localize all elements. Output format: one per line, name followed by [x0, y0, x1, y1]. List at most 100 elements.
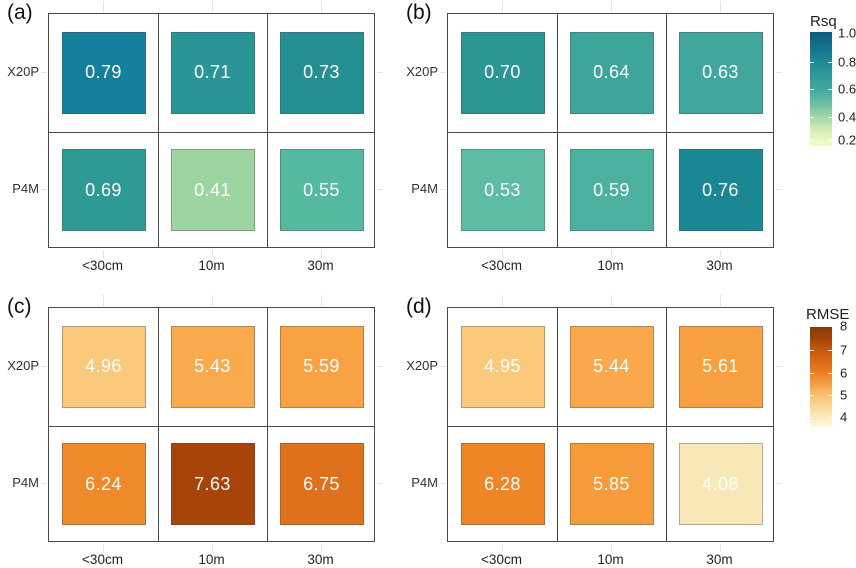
colorbar-tickmark: [810, 417, 814, 418]
axis-tick-top: [719, 295, 721, 306]
heatmap-cell: 5.43: [170, 325, 255, 408]
axis-tick-left: [41, 365, 47, 367]
colorbar-tickmark: [828, 61, 832, 63]
panel-c: 4.96 5.43 5.59 6.24 7.63 6.75: [48, 307, 375, 542]
panel-b: 0.70 0.64 0.63 0.53 0.59 0.76: [447, 13, 774, 248]
axis-tick-bottom: [102, 250, 104, 258]
heatmap-cell-value: 4.08: [702, 473, 739, 494]
row-label-x20p: X20P: [406, 357, 438, 373]
axis-tick-bottom: [501, 250, 503, 258]
heatmap-cell: 5.85: [569, 443, 654, 526]
axis-tick-bottom: [211, 544, 213, 552]
axis-tick-bottom: [211, 250, 213, 258]
heatmap-cell: 0.71: [170, 31, 255, 114]
colorbar-tickmark: [828, 140, 832, 141]
row-label-x20p: X20P: [7, 63, 39, 79]
colorbar-tickmark: [810, 61, 814, 63]
row-label-p4m: P4M: [12, 475, 39, 491]
row-label-p4m: P4M: [411, 181, 438, 197]
col-label-1: <30cm: [481, 258, 522, 273]
axis-tick-left: [440, 483, 446, 485]
legend-rsq-title: Rsq: [810, 13, 837, 30]
heatmap-cell: 4.96: [61, 325, 146, 408]
heatmap-cell-value: 0.76: [702, 179, 739, 200]
heatmap-cell-value: 5.85: [593, 473, 630, 494]
panel-letter-b: (b): [406, 1, 432, 24]
axis-tick-right: [377, 189, 383, 191]
panel-grid-line: [448, 426, 773, 427]
panel-grid-line: [557, 14, 558, 247]
heatmap-cell: 0.53: [460, 149, 545, 232]
legend-tick-label: 0.8: [838, 54, 856, 69]
heatmap-cell-value: 0.71: [194, 62, 231, 83]
panel-grid-line: [158, 308, 159, 541]
heatmap-cell-value: 4.96: [85, 356, 122, 377]
col-label-3: 30m: [307, 258, 334, 273]
heatmap-cell-value: 0.41: [194, 179, 231, 200]
rsq-colorbar: [810, 32, 832, 146]
panel-a: 0.79 0.71 0.73 0.69 0.41 0.55: [48, 13, 375, 248]
axis-tick-left: [41, 189, 47, 191]
row-label-p4m: P4M: [12, 181, 39, 197]
row-label-x20p: X20P: [7, 357, 39, 373]
heatmap-cell-value: 0.63: [702, 62, 739, 83]
heatmap-cell: 4.08: [678, 443, 763, 526]
heatmap-cell-value: 4.95: [484, 356, 521, 377]
heatmap-cell: 0.59: [569, 149, 654, 232]
axis-tick-right: [377, 483, 383, 485]
col-label-1: <30cm: [82, 258, 123, 273]
colorbar-tickmark: [810, 140, 814, 141]
heatmap-cell-value: 5.61: [702, 356, 739, 377]
axis-tick-bottom: [102, 544, 104, 552]
heatmap-cell: 4.95: [460, 325, 545, 408]
panel-grid-line: [666, 308, 667, 541]
row-label-x20p: X20P: [406, 63, 438, 79]
axis-tick-left: [41, 483, 47, 485]
heatmap-cell: 0.41: [170, 149, 255, 232]
heatmap-cell-value: 5.59: [303, 356, 340, 377]
axis-tick-top: [211, 295, 213, 306]
axis-tick-top: [610, 1, 612, 12]
legend-tick-label: 5: [840, 387, 848, 403]
col-label-2: 10m: [597, 258, 624, 273]
heatmap-cell: 5.61: [678, 325, 763, 408]
panel-d: 4.95 5.44 5.61 6.28 5.85 4.08: [447, 307, 774, 542]
panel-grid-line: [557, 308, 558, 541]
colorbar-tickmark: [810, 350, 814, 351]
axis-tick-left: [41, 71, 47, 73]
heatmap-cell-value: 7.63: [194, 473, 231, 494]
axis-tick-top: [320, 1, 322, 12]
legend-tick-label: 0.4: [838, 109, 856, 125]
heatmap-cell-value: 6.28: [484, 473, 521, 494]
axis-tick-left: [440, 189, 446, 191]
axis-tick-right: [776, 365, 782, 367]
panel-grid-line: [666, 14, 667, 247]
heatmap-cell: 0.79: [61, 31, 146, 114]
panel-grid-line: [267, 14, 268, 247]
heatmap-cell: 7.63: [170, 443, 255, 526]
panel-letter-d: (d): [406, 295, 432, 318]
legend-tick-label: 8: [840, 318, 848, 334]
heatmap-cell-value: 0.73: [303, 62, 340, 83]
heatmap-cell: 5.44: [569, 325, 654, 408]
legend-tick-label: 1.0: [838, 25, 856, 41]
colorbar-tickmark: [828, 350, 832, 351]
axis-tick-top: [610, 295, 612, 306]
colorbar-tickmark: [810, 372, 814, 374]
axis-tick-right: [776, 483, 782, 485]
axis-tick-bottom: [501, 544, 503, 552]
panel-grid-line: [267, 308, 268, 541]
colorbar-tickmark: [828, 117, 832, 118]
heatmap-cell-value: 0.70: [484, 62, 521, 83]
heatmap-cell: 0.63: [678, 31, 763, 114]
axis-tick-top: [501, 1, 503, 12]
legend-tick-label: 7: [840, 342, 848, 358]
colorbar-tickmark: [810, 395, 814, 396]
axis-tick-top: [102, 1, 104, 12]
row-label-p4m: P4M: [411, 475, 438, 491]
heatmap-cell: 6.24: [61, 443, 146, 526]
heatmap-cell: 6.75: [279, 443, 364, 526]
axis-tick-top: [501, 295, 503, 306]
axis-tick-top: [320, 295, 322, 306]
